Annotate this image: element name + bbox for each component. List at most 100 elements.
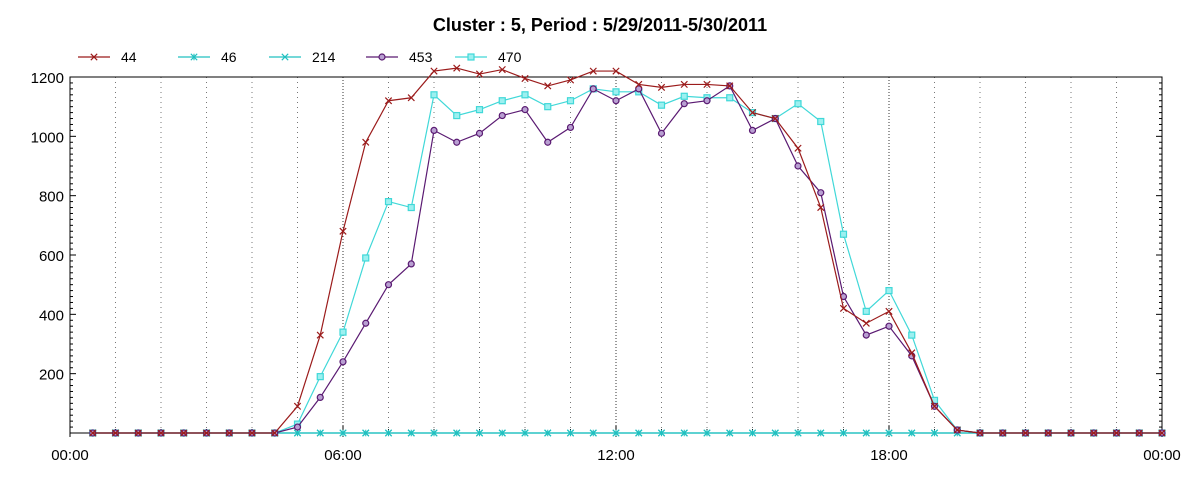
data-point-453 — [885, 322, 893, 330]
data-point-44 — [612, 67, 620, 75]
data-point-44 — [566, 76, 575, 84]
x-tick-label: 00:00 — [1143, 447, 1181, 464]
data-point-44 — [635, 80, 643, 89]
data-point-214 — [430, 429, 438, 437]
data-point-453 — [430, 126, 438, 134]
data-point-44 — [180, 429, 188, 437]
data-point-470 — [817, 117, 825, 126]
data-point-453 — [453, 138, 461, 146]
data-point-214 — [839, 429, 848, 437]
data-point-470 — [521, 91, 529, 99]
data-point-453 — [703, 97, 711, 105]
data-point-470 — [794, 100, 802, 108]
data-point-44 — [430, 67, 438, 75]
data-point-453 — [680, 100, 688, 108]
data-point-44 — [1067, 429, 1075, 437]
legend-label: 44 — [121, 49, 137, 65]
data-point-214 — [293, 429, 302, 437]
legend-marker — [467, 53, 475, 61]
data-point-470 — [316, 373, 324, 381]
data-point-44 — [976, 429, 984, 437]
data-point-44 — [726, 82, 734, 90]
legend: 44 46 214 453 470 — [78, 49, 522, 65]
data-point-470 — [430, 91, 438, 99]
data-point-453 — [316, 393, 324, 401]
data-point-214 — [566, 429, 575, 437]
data-point-214 — [407, 429, 415, 437]
data-point-470 — [384, 198, 393, 206]
data-point-214 — [862, 429, 870, 437]
data-point-470 — [612, 88, 620, 96]
data-point-44 — [202, 429, 211, 437]
data-point-453 — [657, 129, 666, 137]
data-point-214 — [589, 429, 597, 437]
data-point-44 — [589, 67, 597, 75]
data-point-44 — [817, 203, 825, 212]
data-point-214 — [362, 429, 370, 437]
data-point-453 — [407, 260, 415, 268]
data-point-44 — [271, 429, 279, 437]
data-point-44 — [885, 307, 893, 315]
data-point-44 — [111, 429, 120, 437]
data-point-214 — [339, 429, 347, 437]
data-point-44 — [999, 429, 1007, 437]
data-point-453 — [339, 358, 347, 366]
data-point-470 — [680, 92, 688, 100]
data-point-44 — [680, 80, 688, 89]
data-point-453 — [635, 85, 643, 93]
data-point-44 — [407, 94, 415, 102]
data-point-470 — [362, 254, 370, 262]
data-point-44 — [384, 97, 393, 105]
data-point-44 — [339, 227, 347, 235]
data-point-214 — [612, 429, 620, 437]
data-point-44 — [225, 429, 233, 437]
data-point-453 — [566, 123, 575, 132]
y-tick-label: 600 — [39, 248, 64, 265]
data-point-470 — [908, 331, 916, 339]
data-point-470 — [839, 230, 848, 238]
series-line-453 — [92, 85, 1162, 434]
legend-marker — [281, 53, 289, 61]
data-point-214 — [635, 429, 643, 437]
data-point-214 — [384, 429, 393, 437]
data-point-453 — [589, 85, 597, 93]
data-point-44 — [953, 426, 961, 434]
data-point-44 — [1021, 429, 1030, 437]
legend-item-214: 214 — [269, 49, 336, 65]
legend-marker — [90, 53, 98, 61]
legend-item-453: 453 — [366, 49, 433, 65]
data-point-44 — [771, 114, 779, 123]
data-point-214 — [771, 429, 779, 437]
legend-label: 470 — [498, 49, 522, 65]
data-point-44 — [930, 402, 939, 410]
data-point-214 — [498, 429, 506, 437]
data-point-470 — [407, 203, 415, 212]
data-point-453 — [794, 162, 802, 170]
data-point-44 — [498, 65, 506, 74]
x-tick-label: 12:00 — [597, 447, 635, 464]
data-point-470 — [498, 97, 506, 105]
y-tick-label: 1200 — [31, 70, 64, 87]
chart-title: Cluster : 5, Period : 5/29/2011-5/30/201… — [433, 15, 767, 35]
data-point-44 — [89, 429, 97, 437]
data-point-44 — [134, 429, 142, 437]
data-point-214 — [726, 429, 734, 437]
data-point-44 — [862, 319, 870, 327]
data-point-44 — [521, 74, 529, 83]
data-point-44 — [544, 82, 552, 90]
data-point-470 — [566, 97, 575, 105]
data-point-470 — [885, 287, 893, 295]
data-point-44 — [703, 80, 711, 89]
data-point-214 — [475, 429, 484, 437]
series-layer — [89, 64, 1166, 437]
data-point-453 — [498, 111, 506, 120]
legend-marker — [378, 53, 386, 61]
data-point-214 — [930, 429, 939, 437]
data-point-453 — [544, 138, 552, 146]
y-tick-label: 800 — [39, 189, 64, 206]
data-point-44 — [453, 64, 461, 72]
data-point-214 — [908, 429, 916, 437]
legend-item-46: 46 — [178, 49, 237, 65]
legend-label: 46 — [221, 49, 237, 65]
